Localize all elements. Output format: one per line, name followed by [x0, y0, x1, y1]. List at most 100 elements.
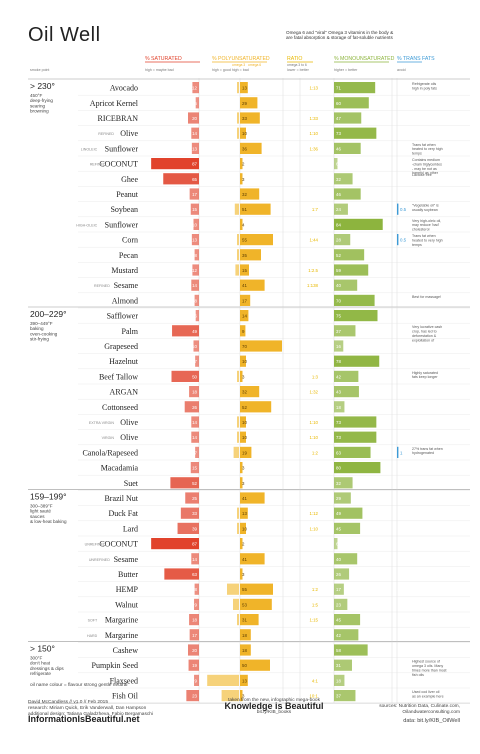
oil-name: Olive	[120, 418, 138, 427]
ratio-label: 1:7	[312, 207, 319, 212]
poly-label: 10	[242, 131, 247, 136]
saturated-label: 49	[192, 329, 197, 334]
group-temp: > 230°	[30, 81, 55, 91]
mono-bar	[334, 386, 359, 398]
omega6-bar	[240, 340, 282, 352]
saturated-label: 8	[195, 253, 198, 258]
oil-name: Pumpkin Seed	[92, 661, 138, 670]
mono-label: 37	[336, 694, 341, 699]
oil-note: Very high-oleic oil,	[412, 219, 441, 223]
mono-label: 75	[336, 314, 341, 319]
mono-bar	[334, 431, 377, 443]
omega3-bar	[237, 431, 239, 443]
mono-label: 73	[336, 435, 341, 440]
mono-bar	[334, 158, 338, 170]
saturated-bar	[188, 112, 199, 124]
saturated-bar	[186, 690, 199, 702]
saturated-bar	[191, 234, 199, 246]
mono-label: 52	[336, 253, 341, 258]
mono-bar	[334, 340, 344, 352]
mono-bar	[334, 614, 361, 626]
oil-prefix: REFINED	[94, 284, 110, 288]
poly-label: 2	[242, 542, 245, 547]
saturated-bar	[193, 218, 199, 230]
omega6-bar	[240, 583, 273, 595]
oil-note: Very lucrative cash	[412, 325, 442, 329]
saturated-bar	[191, 431, 199, 443]
omega3-bar	[237, 82, 239, 94]
saturated-label: 10	[192, 344, 197, 349]
sources: sources: Nutrition Data, Culinate.com, O…	[370, 704, 460, 724]
ratio-label: 1:36	[309, 146, 318, 151]
book-link[interactable]: bit.ly/KIB_books	[256, 709, 292, 715]
mono-bar	[334, 294, 375, 306]
saturated-bar	[191, 127, 199, 139]
omega6-bar	[240, 522, 246, 534]
saturated-label: 50	[192, 374, 197, 379]
omega6-bar	[240, 477, 243, 489]
data-link[interactable]: data: bit.ly/KIB_OilWell	[403, 717, 460, 724]
mono-bar	[334, 462, 381, 474]
saturated-label: 9	[195, 678, 198, 683]
oil-name: Lard	[123, 524, 138, 533]
mono-label: 31	[336, 663, 341, 668]
mono-bar	[334, 355, 380, 367]
mono-bar	[334, 218, 383, 230]
group-temp: 200–229°	[30, 309, 67, 319]
oil-name: Grapeseed	[104, 342, 138, 351]
saturated-label: 17	[192, 633, 197, 638]
saturated-label: 12	[192, 86, 197, 91]
mono-bar	[334, 644, 368, 656]
ratio-label: 4:1	[312, 678, 319, 683]
saturated-label: 17	[192, 192, 197, 197]
poly-label: 35	[242, 253, 247, 258]
ratio-label: 1:44	[309, 238, 318, 243]
mono-bar	[334, 553, 358, 565]
ratio-label: 1:2	[312, 450, 319, 455]
omega6-bar	[240, 538, 243, 550]
saturated-bar	[190, 462, 199, 474]
oil-name: Palm	[122, 327, 139, 336]
saturated-bar	[188, 644, 199, 656]
saturated-bar	[190, 203, 199, 215]
oil-name: RICEBRAN	[98, 114, 139, 123]
poly-label: 10	[242, 420, 247, 425]
mono-bar	[334, 97, 369, 109]
poly-label: 19	[242, 450, 247, 455]
saturated-bar	[189, 386, 199, 398]
omega6-bar	[240, 401, 272, 413]
poly-label: 9	[242, 329, 245, 334]
mono-bar	[334, 568, 350, 580]
mono-bar	[334, 659, 352, 671]
omega6-bar	[240, 614, 259, 626]
poly-label: 32	[242, 390, 247, 395]
poly-label: 3	[242, 694, 245, 699]
oil-note: Used cod liver oil	[412, 690, 440, 694]
saturated-bar	[151, 158, 199, 170]
oil-note: -chain triglycerides	[412, 162, 442, 166]
omega6-bar	[240, 279, 265, 291]
brand-link[interactable]: InformationIsBeautiful.net	[28, 714, 140, 725]
mono-bar	[334, 310, 378, 322]
mono-label: 16	[336, 344, 341, 349]
ratio-label: 1:15	[309, 618, 318, 623]
oil-note: high in poly fats	[412, 86, 437, 90]
saturated-label: 87	[192, 162, 197, 167]
mono-label: 73	[336, 420, 341, 425]
poly-label: 50	[242, 663, 247, 668]
oil-name: Sunflower	[105, 144, 139, 153]
saturated-label: 13	[192, 238, 197, 243]
oil-note: fish oils	[412, 673, 424, 677]
mono-label: 26	[336, 572, 341, 577]
group-desc: sauces	[30, 514, 45, 519]
header-poly: % POLYUNSATURATED	[212, 56, 270, 62]
oil-name: Peanut	[116, 190, 139, 199]
saturated-bar	[177, 522, 199, 534]
mono-bar	[334, 401, 345, 413]
poly-label: 13	[242, 511, 247, 516]
mono-label: 73	[336, 131, 341, 136]
ratio-label: 1:10	[309, 420, 318, 425]
omega3-bar	[237, 370, 239, 382]
saturated-bar	[191, 553, 199, 565]
saturated-label: 14	[192, 557, 197, 562]
